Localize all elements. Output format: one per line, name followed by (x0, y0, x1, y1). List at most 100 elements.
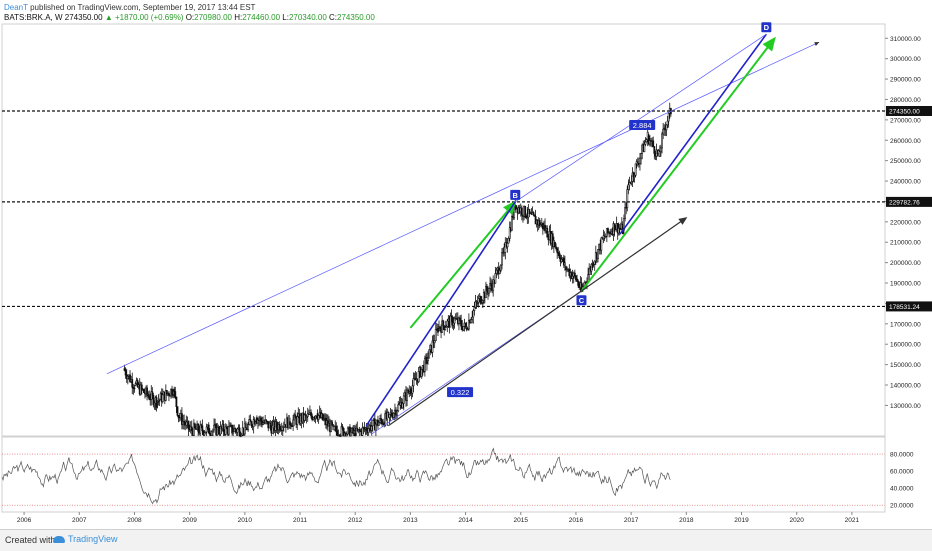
candle-body (494, 273, 497, 284)
candle-body (248, 419, 251, 425)
y-tick-label: 280000.00 (890, 97, 921, 104)
candle-body (133, 387, 136, 390)
candle-body (604, 236, 607, 238)
point-label-box (510, 189, 521, 200)
candle-body (367, 428, 370, 434)
candle-body (275, 421, 278, 428)
candle-body (292, 419, 295, 427)
candle-body (378, 422, 380, 426)
candle-body (155, 397, 158, 408)
candle-body (204, 431, 207, 434)
candle-body (380, 418, 382, 421)
y-tick-label: 300000.00 (890, 56, 921, 63)
candle-body (607, 228, 609, 234)
candle-body (460, 320, 463, 327)
candle-body (515, 205, 518, 209)
candle-body (164, 390, 167, 401)
candle-body (485, 286, 487, 299)
candle-body (228, 426, 230, 435)
price-level-label: 274350.00 (889, 108, 920, 115)
candle-body (171, 388, 173, 395)
candle-body (371, 419, 374, 427)
x-tick-label: 2015 (514, 517, 529, 524)
drawings[interactable]: 274350.00 229782.76 178531.24 B C D 2.884 0.322 (2, 22, 932, 435)
candle-body (333, 426, 336, 431)
candle-body (310, 412, 312, 417)
candle-body (291, 425, 293, 427)
ohlc-open-label: O: (185, 13, 195, 22)
y-tick-label: 140000.00 (890, 383, 921, 390)
ratio-label-box (629, 119, 656, 130)
y-tick-label: 160000.00 (890, 342, 921, 349)
candle-body (493, 282, 496, 285)
candle-body (476, 302, 479, 304)
candle-body (644, 141, 647, 145)
candle-body (134, 383, 137, 386)
cloud-icon (53, 536, 65, 544)
candle-body (175, 396, 178, 408)
candle-body (225, 426, 228, 429)
candle-body (649, 140, 651, 145)
candle-body (431, 340, 434, 353)
candle-body (153, 402, 156, 406)
x-tick-label: 2019 (734, 517, 749, 524)
candle-body (524, 206, 527, 218)
point-label-box (761, 22, 772, 33)
rsi-pane-border (1, 436, 886, 513)
candle-body (387, 411, 390, 414)
grid (1, 23, 886, 513)
candle-body (434, 328, 437, 341)
candle-body (165, 390, 168, 395)
candle-body (386, 411, 389, 420)
price-level-tag (886, 105, 932, 116)
candle-body (412, 378, 415, 387)
candle-body (640, 153, 642, 159)
ohlc-low-label: L: (282, 13, 289, 22)
candle-body (576, 278, 578, 282)
candle-body (475, 301, 478, 303)
candle-body (240, 434, 243, 437)
candle-body (340, 426, 343, 437)
candle-body (384, 413, 387, 426)
candle-body (502, 252, 505, 254)
candle-body (281, 426, 284, 431)
blue-leg-ab (365, 201, 516, 427)
publish-info: DeanT published on TradingView.com, Sept… (4, 3, 255, 12)
y-tick-label: 130000.00 (890, 403, 921, 410)
candle-body (558, 252, 561, 259)
candle-body (508, 227, 511, 239)
candle-body (459, 317, 461, 321)
candle-body (665, 124, 668, 131)
candle-body (231, 424, 233, 434)
candle-body (462, 326, 465, 331)
candle-body (332, 424, 335, 426)
candle-body (504, 242, 507, 253)
author-link[interactable]: DeanT (4, 3, 28, 12)
publish-text: published on TradingView.com, September … (27, 3, 256, 12)
candle-body (506, 242, 509, 248)
ratio-label: 2.884 (633, 121, 652, 130)
candle-body (219, 426, 222, 435)
candle-body (437, 327, 439, 333)
candle-body (129, 374, 131, 383)
candle-body (439, 326, 441, 329)
candle-body (247, 424, 250, 431)
footer-bar: Created with TradingView (0, 529, 932, 551)
tradingview-logo[interactable]: TradingView (53, 534, 118, 544)
candle-body (140, 384, 143, 390)
candle-body (470, 319, 472, 324)
price-level-label: 178531.24 (889, 304, 920, 311)
price-pane[interactable] (123, 102, 672, 438)
candle-body (632, 172, 635, 177)
chart-canvas[interactable]: 130000.00 140000.00 150000.00 160000.00 1700… (0, 0, 932, 529)
candle-body (464, 322, 467, 328)
candle-body (486, 286, 488, 292)
candle-body (451, 316, 454, 326)
candle-body (192, 423, 195, 436)
rsi-pane[interactable] (1, 447, 885, 506)
rsi-tick-label: 20.0000 (890, 503, 914, 510)
y-tick-label: 290000.00 (890, 77, 921, 84)
candle-body (331, 421, 333, 426)
candle-body (520, 207, 523, 216)
candle-body (365, 427, 368, 432)
